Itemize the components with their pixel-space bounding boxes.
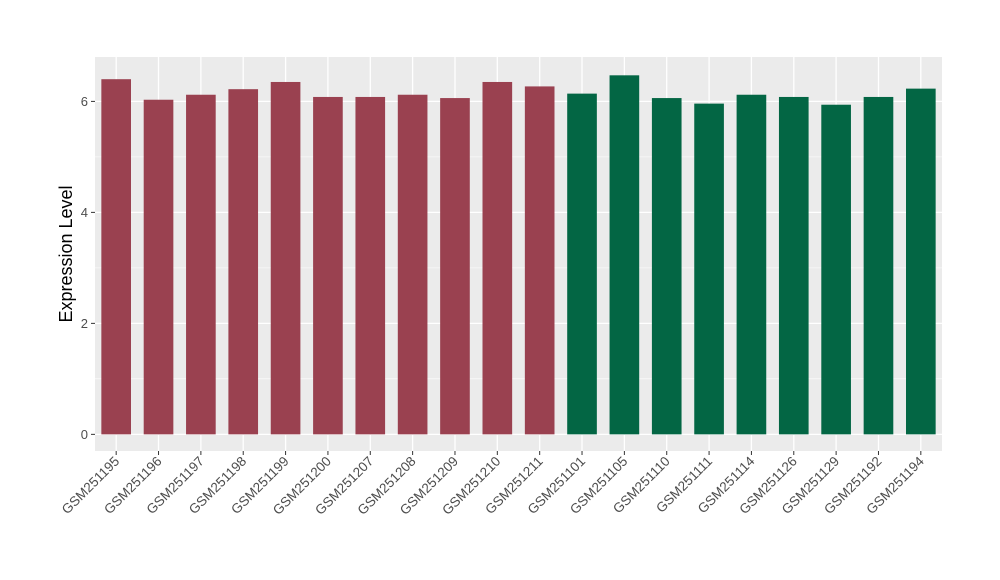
y-tick-label: 6 <box>81 94 88 109</box>
bar-GSM251111 <box>694 103 724 435</box>
bar-GSM251110 <box>651 98 682 435</box>
bar-GSM251126 <box>778 96 809 435</box>
bar-GSM251200 <box>313 96 343 435</box>
bar-GSM251207 <box>355 96 386 435</box>
y-tick-label: 4 <box>81 205 88 220</box>
bar-GSM251199 <box>270 81 301 435</box>
bar-GSM251101 <box>567 93 597 435</box>
bar-GSM251208 <box>397 94 428 435</box>
y-axis-title: Expression Level <box>56 185 76 322</box>
bar-GSM251209 <box>440 98 470 435</box>
bar-GSM251194 <box>906 88 936 435</box>
bar-GSM251105 <box>609 75 640 435</box>
y-tick-label: 0 <box>81 427 88 442</box>
bar-GSM251197 <box>186 94 216 435</box>
bar-GSM251211 <box>524 86 555 435</box>
bar-GSM251129 <box>821 104 851 435</box>
bar-GSM251196 <box>143 99 174 435</box>
x-axis: GSM251195GSM251196GSM251197GSM251198GSM2… <box>59 451 927 518</box>
bar-GSM251192 <box>863 96 894 435</box>
bar-GSM251198 <box>228 89 259 435</box>
plot-panel <box>95 57 942 451</box>
bars <box>101 75 936 435</box>
bar-GSM251114 <box>736 94 767 435</box>
bar-GSM251210 <box>482 81 513 435</box>
y-axis: 0 2 4 6 <box>81 94 95 442</box>
y-tick-label: 2 <box>81 316 88 331</box>
bar-GSM251195 <box>101 79 131 435</box>
